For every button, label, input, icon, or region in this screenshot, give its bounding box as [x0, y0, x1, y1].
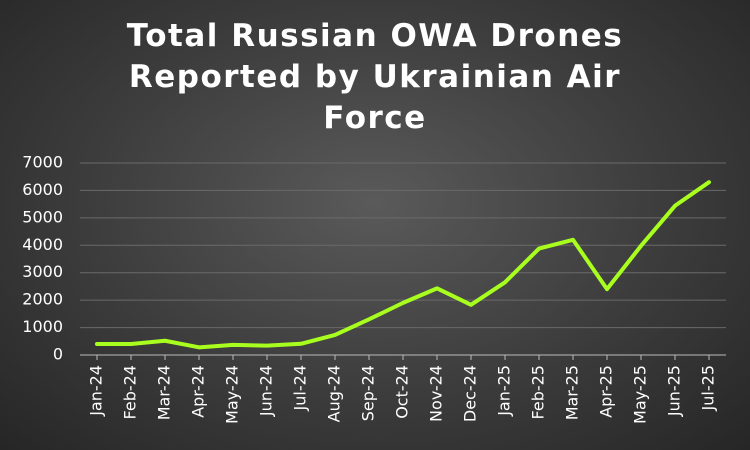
chart-title: Total Russian OWA Drones Reported by Ukr…: [126, 18, 624, 136]
x-tick-label: Feb-25: [529, 365, 548, 419]
x-tick-label: Jun-24: [257, 365, 276, 417]
x-tick-label: May-24: [223, 365, 242, 424]
x-tick-label: Jul-25: [699, 365, 718, 411]
x-tick-label: May-25: [631, 365, 650, 424]
x-tick-label: Feb-24: [121, 365, 140, 419]
x-tick-label: Jul-24: [291, 365, 310, 411]
x-tick-label: Nov-24: [427, 365, 446, 422]
x-tick-label: Jan-25: [495, 365, 514, 417]
data-line: [95, 180, 711, 350]
x-tick-label: Mar-25: [563, 365, 582, 420]
x-tick-label: Apr-25: [597, 365, 616, 418]
x-tick-label: Jun-25: [665, 365, 684, 417]
y-tick-label: 6000: [22, 180, 63, 199]
y-tick-label: 0: [53, 345, 63, 364]
x-tick-label: Aug-24: [325, 365, 344, 422]
y-tick-label: 3000: [22, 262, 63, 281]
y-tick-label: 2000: [22, 290, 63, 309]
y-tick-label: 1000: [22, 317, 63, 336]
x-tick-label: Sep-24: [359, 365, 378, 421]
x-tick-label: Dec-24: [461, 365, 480, 422]
x-tick-label: Apr-24: [189, 365, 208, 418]
y-tick-label: 5000: [22, 207, 63, 226]
x-tick-label: Jan-24: [87, 365, 106, 417]
y-tick-label: 7000: [22, 153, 63, 172]
x-tick-label: Oct-24: [393, 365, 412, 419]
y-tick-label: 4000: [22, 235, 63, 254]
x-tick-label: Mar-24: [155, 365, 174, 420]
